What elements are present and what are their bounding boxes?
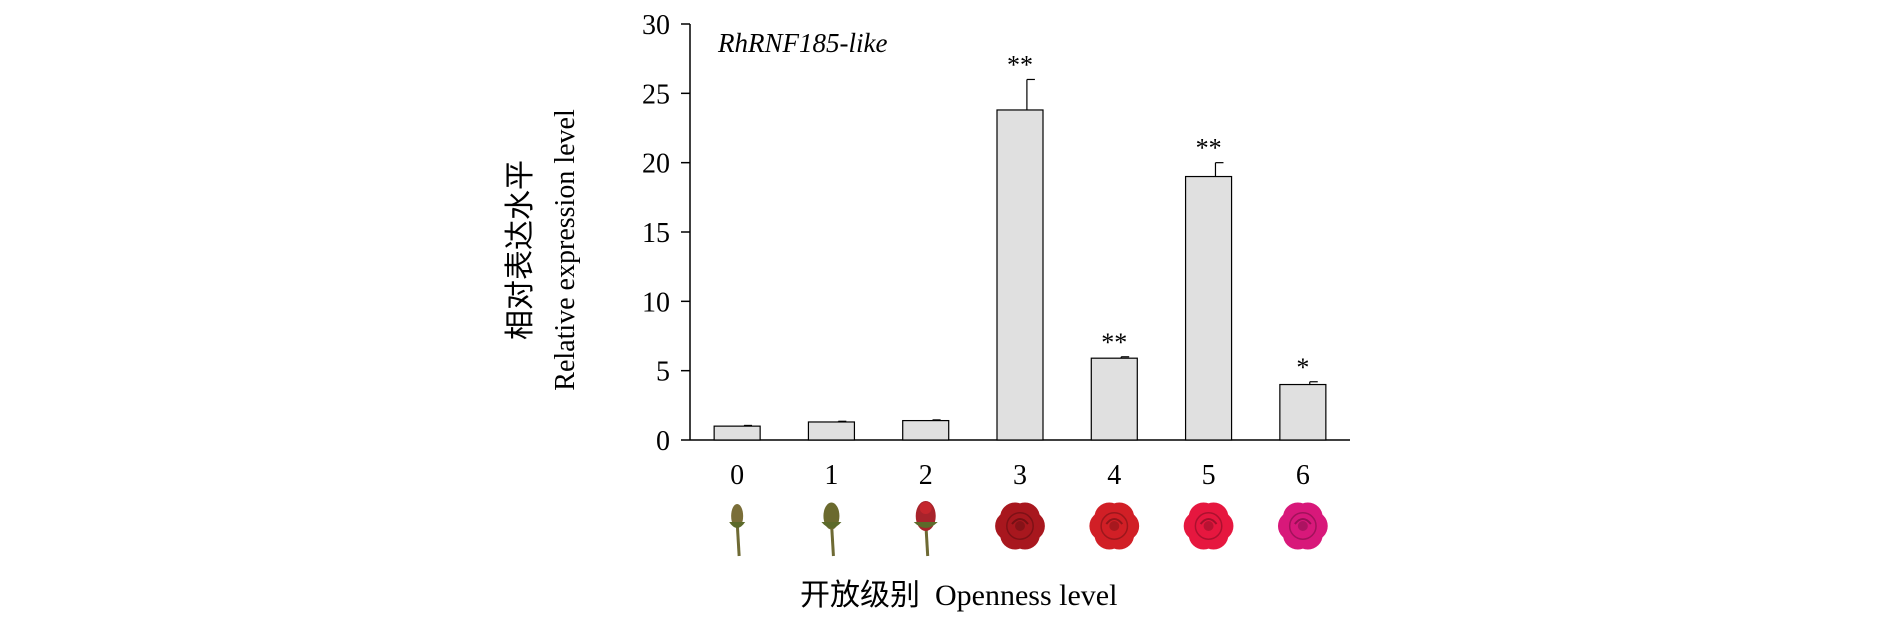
flower-images <box>729 501 1328 557</box>
y-tick-label: 15 <box>642 218 670 249</box>
y-tick-label: 5 <box>656 357 670 388</box>
chart-title: RhRNF185-like <box>717 28 887 58</box>
bar-2 <box>902 419 950 441</box>
bar-1 <box>807 421 856 441</box>
x-tick-label-1: 1 <box>824 460 838 491</box>
x-axis-label: Openness level <box>935 579 1117 612</box>
bars: ******* <box>713 50 1327 441</box>
bar-5 <box>1184 175 1233 441</box>
y-ticks: 0 5 10 15 20 25 30 <box>642 10 690 457</box>
y-tick-label: 30 <box>642 10 670 41</box>
x-tick-label-4: 4 <box>1107 460 1121 491</box>
y-tick-label: 10 <box>642 287 670 318</box>
flower-image-0 <box>729 504 746 557</box>
bar-3 <box>996 109 1044 441</box>
x-tick-label-6: 6 <box>1296 460 1310 491</box>
flower-image-6 <box>1277 502 1328 550</box>
x-tick-label-0: 0 <box>730 460 744 491</box>
bar-6 <box>1279 383 1327 441</box>
flower-image-2 <box>913 501 938 557</box>
x-tick-label-3: 3 <box>1013 460 1027 491</box>
x-axis-label-cn: 开放级别 <box>800 579 920 612</box>
significance-mark-3: ** <box>1007 50 1033 79</box>
bar-4 <box>1090 357 1138 441</box>
y-tick-label: 20 <box>642 149 670 180</box>
flower-image-5 <box>1183 502 1234 550</box>
y-axis-label-cn: 相对表达水平 <box>504 160 537 340</box>
x-tick-label-2: 2 <box>919 460 933 491</box>
significance-mark-5: ** <box>1196 134 1222 163</box>
x-tick-label-5: 5 <box>1202 460 1216 491</box>
significance-mark-4: ** <box>1101 328 1127 357</box>
bar-0 <box>713 425 761 441</box>
y-axis-label: Relative expression level <box>550 109 581 391</box>
flower-image-1 <box>821 502 842 557</box>
flower-image-4 <box>1089 502 1140 550</box>
y-tick-label: 0 <box>656 426 670 457</box>
significance-mark-6: * <box>1296 353 1309 382</box>
flower-image-3 <box>995 502 1045 550</box>
y-tick-label: 25 <box>642 79 670 110</box>
x-tick-labels: 0 1 2 3 4 5 6 <box>730 460 1310 491</box>
